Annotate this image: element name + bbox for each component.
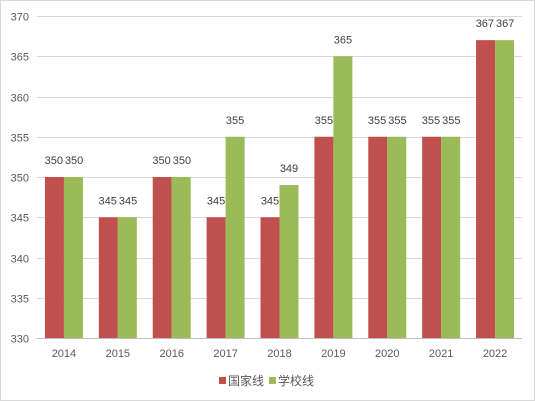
y-tick-label: 335 <box>11 294 29 306</box>
national-line-bar <box>476 40 496 339</box>
x-tick-label: 2016 <box>159 348 183 360</box>
national-line-value-label: 355 <box>315 115 333 127</box>
national-line-bar <box>314 136 334 338</box>
national-line-bar <box>152 177 172 338</box>
x-tick-label: 2021 <box>429 348 453 360</box>
school-line-bar <box>495 40 515 339</box>
school-line-value-label: 350 <box>65 155 83 167</box>
national-line-bar <box>98 217 118 338</box>
school-line-value-label: 355 <box>388 115 406 127</box>
y-tick-label: 370 <box>11 12 29 24</box>
national-line-value-label: 367 <box>476 18 494 30</box>
y-tick-label: 365 <box>11 52 29 64</box>
school-line-bar <box>171 177 191 338</box>
national-line-bar <box>260 217 280 338</box>
x-tick-label: 2015 <box>106 348 130 360</box>
legend-school-line-swatch <box>269 377 276 384</box>
legend-national-line-swatch <box>219 377 226 384</box>
y-tick-label: 360 <box>11 93 29 105</box>
y-tick-label: 340 <box>11 254 29 266</box>
school-line-value-label: 345 <box>119 195 137 207</box>
national-line-bar <box>44 177 64 338</box>
national-line-bar <box>422 136 442 338</box>
y-tick-label: 355 <box>11 133 29 145</box>
school-line-bar <box>117 217 137 338</box>
national-line-value-label: 355 <box>368 115 386 127</box>
national-line-value-label: 355 <box>422 115 440 127</box>
x-tick-label: 2017 <box>213 348 237 360</box>
school-line-bar <box>63 177 83 338</box>
y-axis: 330 335 340 345 350 355 360 365 370 <box>11 12 29 346</box>
x-tick-label: 2018 <box>267 348 291 360</box>
national-line-value-label: 350 <box>45 155 63 167</box>
legend: 国家线 学校线 <box>219 373 314 388</box>
x-tick-label: 2022 <box>483 348 507 360</box>
y-tick-label: 345 <box>11 213 29 225</box>
school-line-value-label: 355 <box>226 115 244 127</box>
bars <box>44 40 515 339</box>
school-line-bar <box>387 136 407 338</box>
school-line-value-label: 350 <box>173 155 191 167</box>
x-tick-label: 2020 <box>375 348 399 360</box>
school-line-value-label: 365 <box>334 34 352 46</box>
national-line-bar <box>206 217 226 338</box>
x-axis: 2014 2015 2016 2017 2018 2019 2020 2021 2022 <box>52 348 508 360</box>
school-line-bar <box>279 185 299 338</box>
x-tick-label: 2019 <box>321 348 345 360</box>
national-line-bar <box>368 136 388 338</box>
x-tick-label: 2014 <box>52 348 76 360</box>
school-line-value-label: 355 <box>442 115 460 127</box>
legend-school-line-label: 学校线 <box>278 373 314 388</box>
school-line-bar <box>441 136 461 338</box>
national-line-value-label: 345 <box>207 195 225 207</box>
national-line-value-label: 345 <box>261 195 279 207</box>
legend-national-line-label: 国家线 <box>228 373 264 388</box>
school-line-bar <box>333 56 353 338</box>
y-tick-label: 330 <box>11 334 29 346</box>
school-line-bar <box>225 136 245 338</box>
national-line-value-label: 345 <box>98 195 116 207</box>
national-line-value-label: 350 <box>152 155 170 167</box>
school-line-value-label: 349 <box>280 163 298 175</box>
y-tick-label: 350 <box>11 173 29 185</box>
school-line-value-label: 367 <box>496 18 514 30</box>
